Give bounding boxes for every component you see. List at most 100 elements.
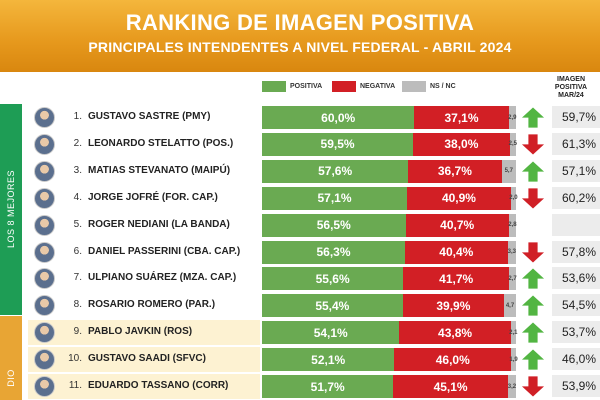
bar-nsnc: 3,3 <box>507 240 516 264</box>
table-row: 4. JORGE JOFRÉ (FOR. CAP.) 57,1% 40,9% 2,0 60… <box>28 186 600 211</box>
bar-positiva: 59,5% <box>262 132 414 156</box>
bar-negativa: 43,8% <box>399 321 511 345</box>
bar-nsnc: 2,8 <box>508 213 517 237</box>
legend-item-negativa: NEGATIVA <box>332 80 395 92</box>
bar-nsnc: 2,9 <box>508 106 516 129</box>
bar-negativa: 45,1% <box>393 375 508 398</box>
chart-title: RANKING DE IMAGEN POSITIVA <box>125 10 475 35</box>
rank-number: 9. <box>73 326 82 338</box>
avatar <box>34 349 55 371</box>
mayor-name: ROSARIO ROMERO (PAR.) <box>88 299 216 311</box>
legend-item-positiva: POSITIVA <box>262 80 322 92</box>
bar-nsnc: 1,9 <box>509 348 518 372</box>
arrow-up-icon <box>520 106 546 129</box>
table-row: 7. ULPIANO SUÁREZ (MZA. CAP.) 55,6% 41,7% 2,… <box>28 266 600 291</box>
arrow-down-icon <box>520 375 546 398</box>
legend-swatch-positiva <box>262 80 286 92</box>
rank-number: 1. <box>73 111 82 122</box>
group-band-top8: LOS 8 MEJORES <box>0 104 22 315</box>
previous-positive: 53,7% <box>552 321 600 345</box>
avatar <box>34 107 55 128</box>
table-row: 10. GUSTAVO SAADI (SFVC) 52,1% 46,0% 1,9 46,0… <box>28 347 600 373</box>
bar-positiva: 54,1% <box>262 321 400 345</box>
previous-positive: 61,3% <box>552 132 600 156</box>
bar-nsnc: 3,2 <box>508 375 516 398</box>
bar-nsnc: 5,7 <box>501 159 516 183</box>
previous-positive: 60,2% <box>552 186 600 210</box>
mayor-name: GUSTAVO SASTRE (PMY) <box>88 111 211 122</box>
row-background <box>28 347 260 373</box>
arrow-up-icon <box>520 267 546 290</box>
rank-number: 2. <box>73 137 82 149</box>
bar-negativa: 41,7% <box>403 267 510 291</box>
previous-positive: 46,0% <box>552 348 600 372</box>
row-background <box>28 320 260 346</box>
table-row: 11. EDUARDO TASSANO (CORR) 51,7% 45,1% 3,2 53… <box>28 374 600 399</box>
previous-column-header: IMAGEN POSITIVA MAR/24 <box>554 76 588 99</box>
avatar <box>34 187 55 209</box>
avatar <box>34 214 55 236</box>
arrow-up-icon <box>520 294 546 317</box>
legend-label-nsnc: NS / NC <box>430 82 456 90</box>
previous-positive: 57,1% <box>552 159 600 183</box>
mayor-name: GUSTAVO SAADI (SFVC) <box>88 353 206 365</box>
bar-positiva: 51,7% <box>262 375 394 398</box>
group-band-rest: DIO <box>0 316 22 400</box>
arrow-up-icon <box>520 160 546 183</box>
arrow-up-icon <box>520 348 546 371</box>
row-background <box>28 374 260 399</box>
table-row: 6. DANIEL PASSERINI (CBA. CAP.) 56,3% 40,4%… <box>28 240 600 265</box>
bar-nsnc: 4,7 <box>504 294 516 318</box>
legend-swatch-negativa <box>332 80 356 92</box>
mayor-name: JORGE JOFRÉ (FOR. CAP.) <box>88 191 218 203</box>
previous-positive: 53,9% <box>552 375 600 398</box>
header-banner: RANKING DE IMAGEN POSITIVA PRINCIPALES I… <box>0 0 600 72</box>
avatar <box>34 295 55 317</box>
legend-label-negativa: NEGATIVA <box>360 82 396 90</box>
avatar <box>34 322 55 344</box>
avatar <box>34 241 55 263</box>
group-label-rest: DIO <box>6 369 16 387</box>
arrow-down-icon <box>520 241 546 264</box>
bar-positiva: 56,5% <box>262 213 406 237</box>
previous-positive: 54,5% <box>552 294 600 318</box>
table-row: 9. PABLO JAVKIN (ROS) 54,1% 43,8% 2,1 53,7% <box>28 320 600 346</box>
bar-nsnc: 2,1 <box>509 321 518 345</box>
bar-positiva: 56,3% <box>262 240 405 264</box>
bar-positiva: 55,4% <box>262 294 403 318</box>
mayor-name: DANIEL PASSERINI (CBA. CAP.) <box>88 245 241 257</box>
mayor-name: ROGER NEDIANI (LA BANDA) <box>88 218 230 230</box>
table-row: 3. MATIAS STEVANATO (MAIPÚ) 57,6% 36,7% 5,7 5… <box>28 159 600 184</box>
bar-negativa: 38,0% <box>413 132 510 156</box>
bar-positiva: 57,1% <box>262 186 408 210</box>
bar-nsnc: 2,0 <box>509 186 518 210</box>
bar-positiva: 60,0% <box>262 106 415 129</box>
legend-swatch-nsnc <box>402 80 426 92</box>
previous-positive: 53,6% <box>552 267 600 291</box>
group-label-top8: LOS 8 MEJORES <box>6 169 16 249</box>
table-row: 5. ROGER NEDIANI (LA BANDA) 56,5% 40,7% 2,8 <box>28 213 600 238</box>
arrow-down-icon <box>520 133 546 156</box>
mayor-name: EDUARDO TASSANO (CORR) <box>88 380 229 391</box>
table-row: 1. GUSTAVO SASTRE (PMY) 60,0% 37,1% 2,9 59,7% <box>28 105 600 130</box>
bar-nsnc: 2,7 <box>508 267 517 291</box>
avatar <box>34 376 55 397</box>
rank-number: 4. <box>73 191 82 203</box>
avatar <box>34 133 55 155</box>
arrow-up-icon <box>520 321 546 344</box>
rank-number: 8. <box>73 299 82 311</box>
avatar <box>34 268 55 290</box>
legend-item-nsnc: NS / NC <box>402 80 456 92</box>
legend-label-positiva: POSITIVA <box>290 82 323 90</box>
arrow-down-icon <box>520 187 546 210</box>
bar-negativa: 40,7% <box>405 213 509 237</box>
rank-number: 5. <box>73 218 82 230</box>
bar-positiva: 55,6% <box>262 267 404 291</box>
bar-positiva: 52,1% <box>262 348 395 372</box>
table-row: 8. ROSARIO ROMERO (PAR.) 55,4% 39,9% 4,7 54,5… <box>28 293 600 318</box>
bar-negativa: 40,4% <box>405 240 508 264</box>
bar-positiva: 57,6% <box>262 159 409 183</box>
chart-subtitle: PRINCIPALES INTENDENTES A NIVEL FEDERAL … <box>88 39 512 55</box>
mayor-name: MATIAS STEVANATO (MAIPÚ) <box>88 164 231 176</box>
avatar <box>34 160 55 182</box>
